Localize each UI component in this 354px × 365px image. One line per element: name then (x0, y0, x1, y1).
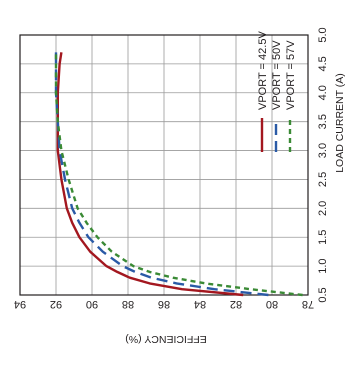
y-axis-title: EFFICIENCY (%) (125, 333, 206, 345)
x-tick-label: 0.5 (317, 287, 329, 302)
x-tick-label: 1.0 (317, 258, 329, 273)
plot-frame (19, 34, 309, 296)
y-tick-label: 88 (122, 298, 134, 310)
series-layer (54, 52, 303, 297)
x-tick-label: 5.0 (317, 27, 329, 42)
y-tick-label: 78 (302, 298, 314, 310)
x-tick-label: 1.5 (317, 230, 329, 245)
x-tick-label: 2.0 (317, 201, 329, 216)
y-tick-label: 84 (194, 298, 206, 310)
y-tick-label: 82 (230, 298, 242, 310)
x-tick-label: 3.5 (317, 114, 329, 129)
legend: VPORT = 42.5V VPORT = 50V VPORT = 57V (257, 31, 297, 152)
series-line-1 (56, 52, 244, 297)
series-line-2 (54, 52, 269, 297)
legend-label-1: VPORT = 42.5V (257, 31, 269, 110)
legend-label-3: VPORT = 57V (285, 40, 297, 110)
x-tick-label: 3.0 (317, 143, 329, 158)
y-tick-label: 94 (14, 298, 26, 310)
x-tick-label: 4.0 (317, 85, 329, 100)
y-tick-label: 80 (266, 298, 278, 310)
x-tick-label: 2.5 (317, 172, 329, 187)
legend-label-2: VPORT = 50V (271, 40, 283, 110)
tick-labels: 78 80 82 84 86 88 90 92 94 0.5 1.0 1.5 2.0 2.5 3.0 3.5 4… (14, 27, 329, 310)
y-tick-label: 92 (50, 298, 62, 310)
grid-lines (19, 34, 309, 296)
x-axis-title: LOAD CURRENT (A) (334, 73, 346, 173)
y-tick-label: 86 (158, 298, 170, 310)
x-tick-label: 4.5 (317, 56, 329, 71)
series-line-3 (54, 52, 303, 297)
y-tick-label: 90 (86, 298, 98, 310)
